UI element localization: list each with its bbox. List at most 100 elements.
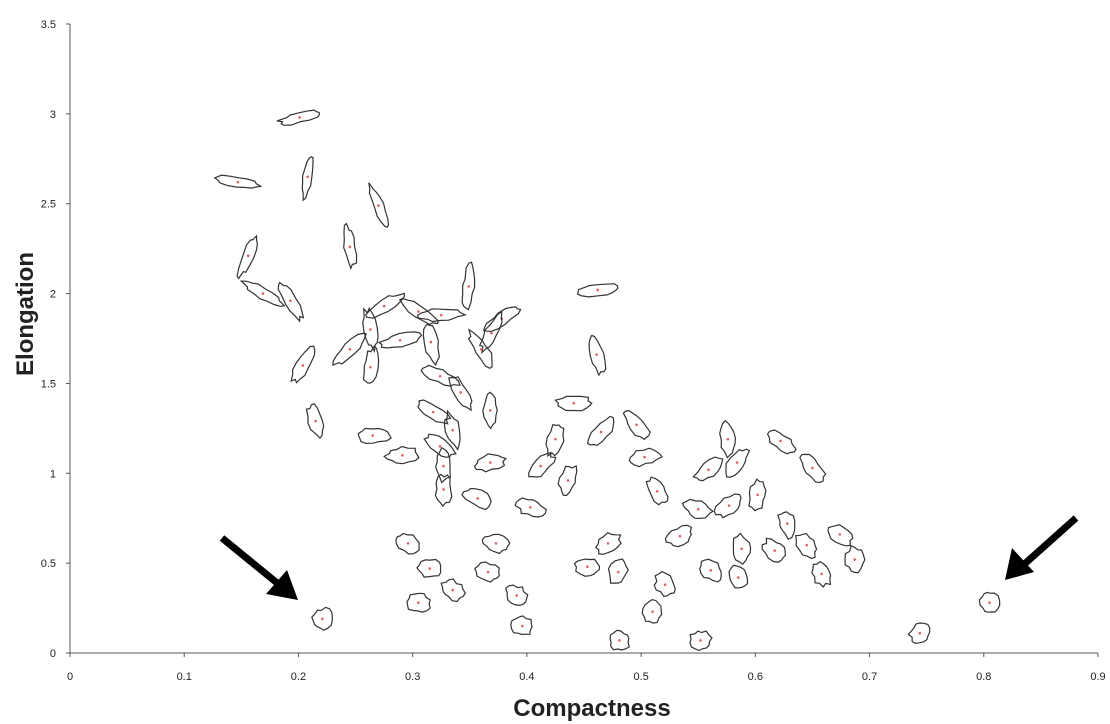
cell-shape bbox=[384, 447, 419, 464]
cell-shape bbox=[237, 236, 257, 279]
cell-shape bbox=[482, 534, 509, 553]
cell-shape bbox=[424, 434, 456, 457]
cell-shape bbox=[515, 498, 546, 517]
cell-shape bbox=[733, 533, 750, 564]
cell-shape bbox=[312, 607, 333, 630]
x-tick-label: 0.6 bbox=[748, 671, 763, 683]
cell-shape bbox=[646, 477, 668, 505]
cell-shape bbox=[555, 396, 591, 411]
y-tick-label: 3.5 bbox=[41, 19, 56, 31]
cell-shape bbox=[720, 421, 736, 458]
cell-shape bbox=[845, 546, 865, 573]
x-tick-label: 0.9 bbox=[1090, 671, 1105, 683]
cell-shape bbox=[449, 377, 472, 410]
y-tick-label: 1 bbox=[50, 468, 56, 480]
cell-shape bbox=[714, 494, 741, 518]
cell-shape bbox=[215, 175, 261, 188]
cell-shape bbox=[666, 525, 692, 546]
cell-shape bbox=[575, 559, 600, 576]
cell-shape bbox=[610, 630, 629, 650]
cell-shape bbox=[768, 430, 796, 454]
cell-shape bbox=[693, 457, 722, 481]
cell-shape bbox=[441, 579, 465, 602]
cell-shape bbox=[418, 400, 451, 424]
cell-shape bbox=[506, 585, 528, 605]
y-axis-title: Elongation bbox=[12, 252, 39, 376]
cell-shape bbox=[421, 365, 460, 386]
cell-shape bbox=[778, 512, 795, 539]
cell-shape bbox=[683, 499, 713, 518]
cell-shape bbox=[529, 453, 556, 477]
cell-shape bbox=[690, 631, 712, 650]
y-tick-label: 2.5 bbox=[41, 199, 56, 211]
cell-shape bbox=[396, 534, 419, 555]
x-tick-label: 0.8 bbox=[976, 671, 991, 683]
cell-shape bbox=[908, 623, 930, 643]
cell-shape bbox=[364, 346, 379, 383]
cell-shape bbox=[344, 224, 357, 269]
y-tick-label: 0.5 bbox=[41, 558, 56, 570]
cell-shape bbox=[418, 309, 466, 322]
cell-shape bbox=[609, 559, 629, 583]
cell-shape bbox=[796, 534, 817, 559]
y-tick-label: 3 bbox=[50, 109, 56, 121]
chart: Compactness Elongation 00.10.20.30.40.50… bbox=[0, 0, 1110, 724]
cell-shape bbox=[417, 560, 441, 578]
x-axis-title: Compactness bbox=[513, 695, 670, 722]
cell-shape bbox=[480, 312, 502, 353]
annotation-arrow bbox=[1005, 518, 1076, 580]
y-tick-label: 2 bbox=[50, 289, 56, 301]
cell-shape bbox=[700, 559, 722, 582]
x-tick-label: 0.3 bbox=[405, 671, 420, 683]
cell-shape bbox=[629, 448, 662, 466]
cell-shape bbox=[511, 616, 532, 635]
cell-shape bbox=[445, 411, 461, 449]
cell-shape bbox=[475, 454, 506, 472]
x-tick-label: 0.7 bbox=[862, 671, 877, 683]
cell-shape bbox=[462, 262, 475, 309]
cell-shape bbox=[749, 479, 766, 511]
cell-shape bbox=[475, 562, 500, 582]
cell-shape bbox=[729, 565, 747, 588]
cell-shape bbox=[241, 281, 284, 306]
cell-shape bbox=[333, 333, 366, 365]
cell-shape bbox=[654, 572, 675, 597]
cell-shape bbox=[558, 466, 577, 496]
cell-shape bbox=[588, 416, 614, 445]
cell-shape bbox=[423, 324, 439, 365]
cell-shape bbox=[379, 332, 422, 348]
cell-shape bbox=[400, 299, 439, 325]
y-tick-label: 1.5 bbox=[41, 378, 56, 390]
cell-shape bbox=[812, 562, 831, 587]
cell-shape bbox=[435, 474, 451, 506]
cell-shape bbox=[589, 336, 606, 376]
x-tick-label: 0.5 bbox=[633, 671, 648, 683]
x-tick-label: 0.1 bbox=[177, 671, 192, 683]
cell-shape bbox=[726, 449, 749, 477]
annotation-arrow bbox=[222, 538, 298, 600]
cell-shape bbox=[596, 533, 621, 555]
cell-shape bbox=[979, 592, 999, 612]
cell-shape bbox=[578, 284, 618, 297]
x-tick-label: 0 bbox=[67, 671, 73, 683]
cell-shape bbox=[462, 489, 491, 510]
cell-shape bbox=[302, 157, 313, 201]
cell-shape bbox=[483, 392, 497, 428]
cell-shape bbox=[306, 404, 323, 438]
cell-shape bbox=[762, 538, 785, 562]
cell-shape bbox=[278, 283, 303, 322]
x-tick-label: 0.2 bbox=[291, 671, 306, 683]
cell-shape bbox=[277, 110, 320, 125]
cell-shape bbox=[800, 454, 826, 482]
cell-shape bbox=[407, 593, 430, 612]
cell-shape bbox=[469, 330, 493, 369]
cell-shape bbox=[828, 525, 853, 546]
cell-shape bbox=[366, 293, 405, 318]
cell-shape bbox=[642, 600, 662, 623]
cell-shape bbox=[291, 346, 315, 382]
cell-shape bbox=[358, 428, 391, 443]
cell-shape bbox=[369, 183, 389, 227]
cell-shape bbox=[623, 411, 650, 440]
y-tick-label: 0 bbox=[50, 648, 56, 660]
cell-shape bbox=[546, 425, 564, 456]
